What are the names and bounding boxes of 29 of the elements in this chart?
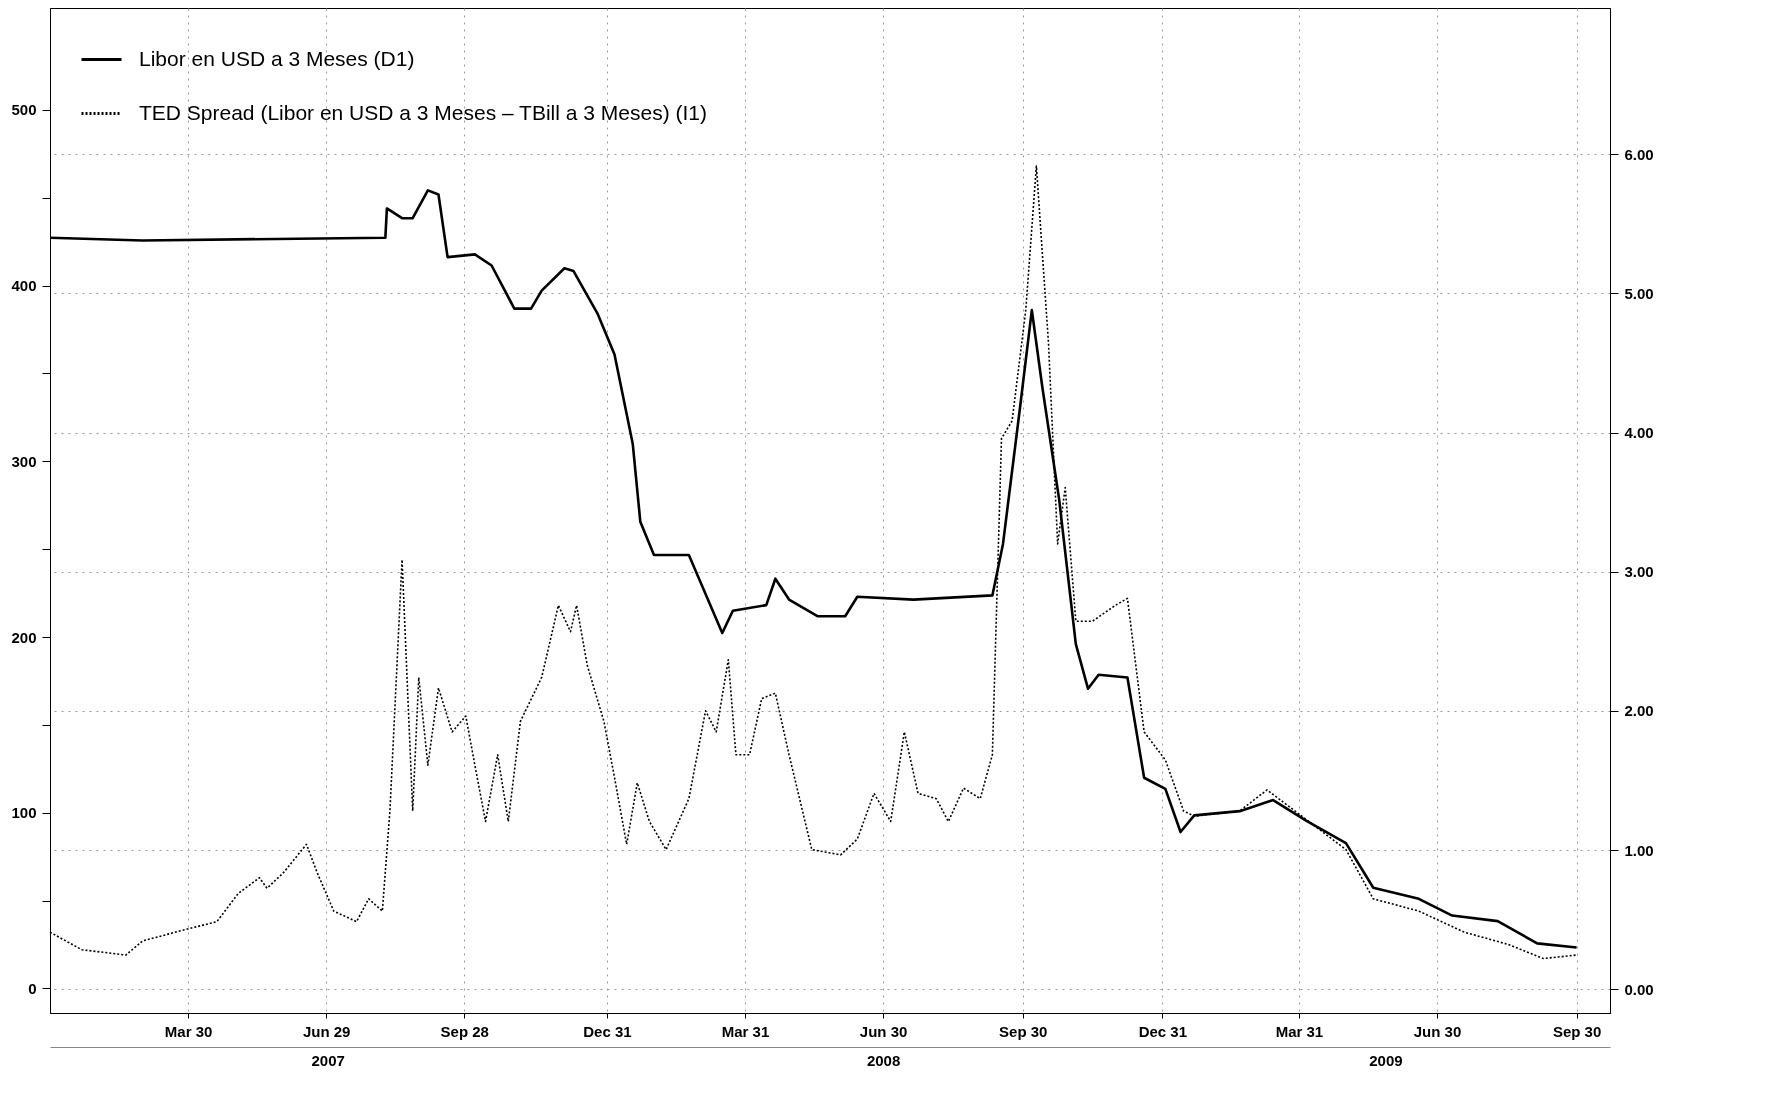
y-tick-label: 200 xyxy=(11,628,37,646)
y-tick-label: 400 xyxy=(11,277,37,295)
x2-tick-label: 2007 xyxy=(311,1051,345,1069)
y-tick-label: 0 xyxy=(28,979,37,997)
x-tick-label: Sep 28 xyxy=(440,1022,489,1040)
y-tick-label: 100 xyxy=(11,804,37,822)
x2-tick-label: 2008 xyxy=(866,1051,901,1069)
x-tick-label: Jun 30 xyxy=(1413,1022,1462,1040)
legend-label: TED Spread (Libor en USD a 3 Meses – TBill a 3 Meses) (I1) xyxy=(139,100,707,124)
x-tick-label: Dec 31 xyxy=(583,1022,632,1040)
x-tick-label: Mar 31 xyxy=(1275,1022,1324,1040)
x-tick-label: Mar 30 xyxy=(164,1022,213,1040)
y-tick-label: 300 xyxy=(11,452,37,470)
y2-tick-label: 2.00 xyxy=(1624,702,1654,720)
x-tick-label: Mar 31 xyxy=(721,1022,770,1040)
x2-tick-label: 2009 xyxy=(1369,1051,1403,1069)
legend-label: Libor en USD a 3 Meses (D1) xyxy=(139,46,415,70)
x-tick-label: Jun 30 xyxy=(859,1022,908,1040)
x-tick-label: Jun 29 xyxy=(302,1022,351,1040)
y2-tick-label: 4.00 xyxy=(1624,424,1654,442)
x-tick-label: Dec 31 xyxy=(1138,1022,1188,1040)
y2-tick-label: 1.00 xyxy=(1624,841,1654,859)
y2-tick-label: 5.00 xyxy=(1624,284,1654,302)
y2-tick-label: 0.00 xyxy=(1624,980,1654,998)
y-tick-label: 500 xyxy=(11,101,37,119)
x-tick-label: Sep 30 xyxy=(1552,1022,1602,1040)
x-tick-label: Sep 30 xyxy=(999,1022,1048,1040)
y2-tick-label: 3.00 xyxy=(1624,563,1654,581)
y2-tick-label: 6.00 xyxy=(1624,145,1654,163)
